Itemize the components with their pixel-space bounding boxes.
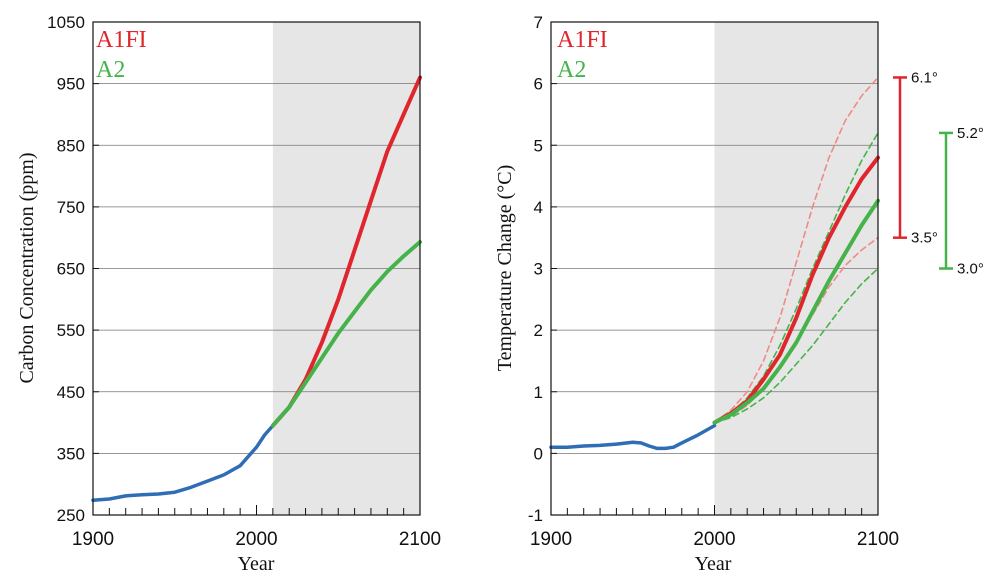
y-tick-label: 5 bbox=[534, 136, 543, 155]
x-axis-title: Year bbox=[695, 553, 732, 572]
y-tick-label: 850 bbox=[57, 136, 85, 155]
x-tick-label: 2000 bbox=[693, 529, 735, 550]
x-tick-label: 2100 bbox=[857, 529, 899, 550]
range-high-label: 5.2° bbox=[957, 125, 984, 142]
x-tick-label: 2100 bbox=[399, 529, 441, 550]
legend-a1fi: A1FI bbox=[96, 27, 147, 53]
y-tick-label: 250 bbox=[57, 506, 85, 525]
y-axis-title: Carbon Concentration (ppm) bbox=[16, 152, 38, 383]
y-axis-title: Temperature Change (°C) bbox=[494, 165, 516, 372]
y-tick-label: 7 bbox=[534, 13, 543, 32]
legend-a1fi: A1FI bbox=[557, 27, 608, 53]
y-tick-label: 0 bbox=[534, 444, 543, 463]
x-tick-label: 1900 bbox=[530, 529, 572, 550]
range-high-label: 6.1° bbox=[911, 69, 938, 86]
y-tick-label: 1 bbox=[534, 383, 543, 402]
y-tick-label: 550 bbox=[57, 321, 85, 340]
series-line-a2_low bbox=[713, 267, 879, 424]
series-line-a1fi_high bbox=[713, 76, 879, 424]
series-line-a2 bbox=[270, 240, 422, 428]
y-tick-label: 1050 bbox=[47, 13, 85, 32]
series-line-history bbox=[549, 423, 717, 451]
y-tick-label: 4 bbox=[534, 198, 543, 217]
y-tick-label: 3 bbox=[534, 260, 543, 279]
x-tick-label: 1900 bbox=[72, 529, 114, 550]
y-tick-label: 2 bbox=[534, 321, 543, 340]
series-line-a2 bbox=[712, 198, 880, 425]
y-tick-label: 650 bbox=[57, 260, 85, 279]
legend-a2: A2 bbox=[96, 57, 125, 83]
y-tick-label: 450 bbox=[57, 383, 85, 402]
x-axis-title: Year bbox=[238, 553, 275, 572]
carbon-concentration-chart: 250 350 450 550 650 750 850 950 1050 1900 2000 2100… bbox=[16, 13, 441, 572]
y-tick-label: 6 bbox=[534, 75, 543, 94]
y-tick-label: 950 bbox=[57, 75, 85, 94]
series-line-history bbox=[91, 423, 275, 502]
y-tick-label: 350 bbox=[57, 444, 85, 463]
y-tick-label: 750 bbox=[57, 198, 85, 217]
range-low-label: 3.5° bbox=[911, 230, 938, 247]
legend-a2: A2 bbox=[557, 57, 586, 83]
y-tick-label: -1 bbox=[528, 506, 543, 525]
range-low-label: 3.0° bbox=[957, 261, 984, 278]
x-tick-label: 2000 bbox=[235, 529, 277, 550]
